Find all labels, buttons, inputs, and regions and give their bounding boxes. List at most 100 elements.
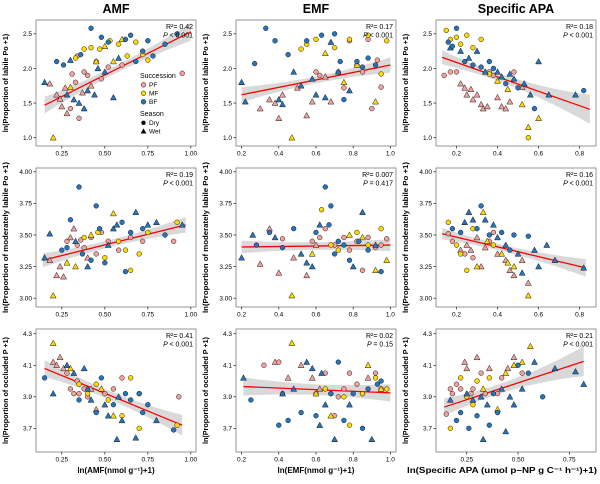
y-axis-label: ln(Proportion of occluded P +1) [201,336,210,444]
data-point-mf-wet [479,385,487,392]
data-point-pf-wet [312,241,320,248]
p-annotation: P < 0.001 [563,342,593,349]
y-tick-label: 3.25 [219,264,232,271]
data-point-pf-dry [119,375,125,381]
data-point-pf-dry [84,72,91,79]
r2-annotation: R²= 0.21 [566,333,593,340]
data-point-bf-wet [290,68,298,75]
data-point-bf-dry [140,48,146,54]
legend-season-title: Season [140,111,164,118]
data-point-bf-wet [580,380,588,387]
data-point-mf-wet [498,250,506,257]
data-point-bf-dry [474,413,480,419]
data-point-pf-dry [449,391,456,397]
data-point-bf-dry [88,25,94,31]
x-tick-label: 0.75 [141,312,154,319]
data-point-bf-wet [249,231,257,238]
data-point-pf-wet [61,84,69,91]
r2-annotation: R²= 0.42 [166,24,193,31]
p-annotation: P < 0.001 [563,181,593,188]
plot-content [238,184,391,299]
data-point-bf-dry [457,409,464,416]
data-point-mf-dry [445,219,451,225]
data-point-bf-dry [98,34,105,40]
data-point-pf-dry [445,231,451,237]
data-point-mf-dry [490,242,497,248]
data-point-bf-wet [66,56,74,63]
data-point-pf-dry [359,267,366,274]
panel-title: AMF [102,2,129,16]
data-point-pf-wet [463,364,471,372]
data-point-mf-dry [457,251,464,257]
data-point-bf-dry [313,413,319,419]
y-tick-label: 3.75 [419,201,432,208]
data-point-bf-dry [88,257,94,263]
data-point-pf-wet [461,358,469,365]
data-point-mf-wet [327,412,335,419]
data-point-bf-dry [490,391,497,397]
data-point-bf-dry [354,58,360,65]
data-point-mf-dry [354,229,360,236]
legend-marker-dry-circle-icon [141,120,146,126]
data-point-mf-dry [346,422,353,428]
plot-area [35,19,197,147]
data-point-bf-wet [132,434,140,441]
p-annotation: P = 0.417 [363,181,393,188]
data-point-bf-dry [525,233,531,239]
data-point-pf-dry [519,370,525,376]
y-tick-label: 3.50 [19,232,32,239]
data-point-mf-dry [322,386,328,392]
data-point-mf-dry [124,53,130,59]
y-tick-label: 2.0 [223,66,232,73]
data-point-bf-dry [174,31,180,37]
data-point-mf-dry [127,375,134,381]
data-point-mf-wet [383,256,391,263]
data-point-mf-dry [127,267,134,274]
data-point-bf-wet [479,435,487,443]
data-point-bf-dry [335,359,341,365]
data-point-bf-wet [510,75,518,82]
data-point-bf-dry [59,247,65,253]
data-point-pf-dry [317,234,323,241]
data-point-bf-dry [498,229,505,236]
y-tick-label: 2.5 [23,31,32,38]
data-point-bf-wet [520,80,528,87]
data-point-bf-dry [581,87,587,94]
data-point-mf-dry [102,255,108,261]
legend-swatch-mf [140,90,147,96]
data-point-pf-dry [359,69,366,75]
data-point-bf-wet [290,385,298,392]
data-point-bf-wet [502,241,510,248]
x-tick-label: 1.0 [386,151,395,158]
data-point-bf-wet [494,233,501,241]
data-point-bf-dry [266,229,273,236]
data-point-bf-dry [272,38,278,44]
panel-title: Specific APA [478,2,554,16]
data-point-pf-dry [511,69,517,75]
y-tick-label: 3.75 [219,201,232,208]
data-point-bf-dry [140,409,146,416]
data-point-pf-wet [467,246,475,253]
data-point-pf-dry [127,234,134,241]
data-point-mf-dry [384,38,390,44]
x-tick-label: 0.2 [237,312,246,319]
data-point-bf-wet [84,385,92,392]
data-point-bf-dry [79,251,86,257]
data-point-bf-wet [101,401,109,408]
data-point-bf-dry [127,229,134,236]
data-point-pf-wet [485,364,493,372]
data-point-bf-dry [540,394,546,400]
data-point-pf-dry [76,115,82,121]
y-tick-label: 4.3 [23,331,32,338]
y-axis-label: ln(Proportion of occluded P +1) [1,336,10,444]
legend-succession-title: Succession [140,73,176,80]
data-point-pf-dry [498,375,505,381]
data-point-bf-wet [80,104,88,112]
data-point-mf-dry [457,375,464,381]
data-point-bf-wet [153,218,160,225]
plot-area [35,328,197,453]
data-point-mf-dry [105,397,111,403]
data-point-bf-wet [63,91,71,98]
y-tick-label: 3.9 [23,394,32,401]
